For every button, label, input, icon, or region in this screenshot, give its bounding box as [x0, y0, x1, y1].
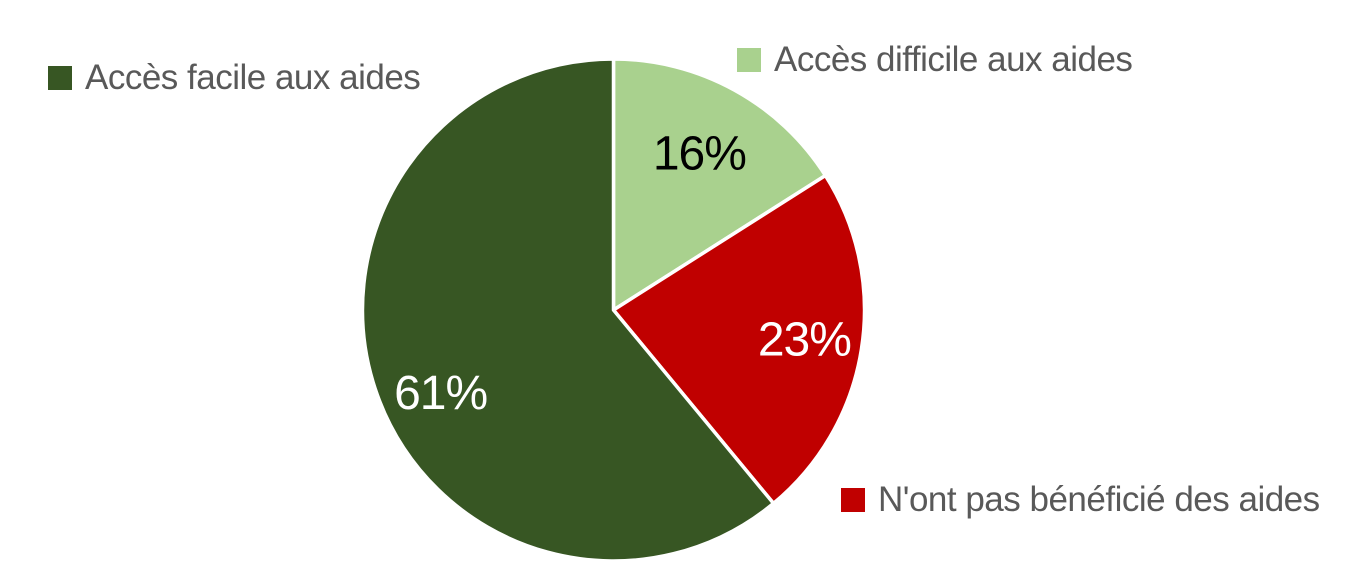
pie-data-label-acces-facile: 61%: [394, 367, 487, 420]
legend-label-acces-difficile: Accès difficile aux aides: [774, 40, 1133, 79]
legend-item-acces-difficile: Accès difficile aux aides: [737, 40, 1133, 80]
pie-data-label-acces-difficile: 16%: [653, 127, 746, 180]
pie-data-label-non-beneficiaires: 23%: [758, 314, 851, 367]
legend-marker-acces-facile-icon: [48, 66, 72, 90]
legend-marker-acces-difficile-icon: [737, 48, 761, 72]
pie-slice-non-beneficiaires: [611, 173, 867, 506]
legend-label-non-beneficiaires: N'ont pas bénéficié des aides: [878, 480, 1320, 519]
pie-data-labels-group: 16% 23% 61%: [394, 127, 852, 420]
legend-label-acces-facile: Accès facile aux aides: [85, 58, 421, 97]
pie-slices-group: [360, 57, 867, 563]
pie-slice-acces-difficile: [611, 57, 828, 312]
legend-item-acces-facile: Accès facile aux aides: [48, 58, 421, 98]
legend-marker-non-beneficiaires-icon: [841, 488, 865, 512]
legend-item-non-beneficiaires: N'ont pas bénéficié des aides: [841, 480, 1320, 520]
pie-slice-acces-facile: [360, 57, 776, 563]
